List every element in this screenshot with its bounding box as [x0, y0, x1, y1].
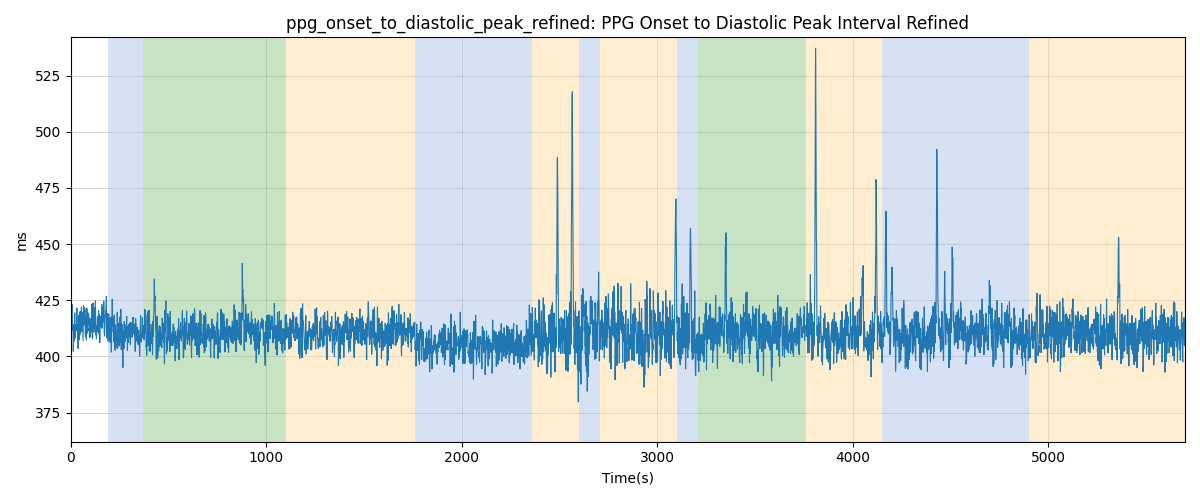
Bar: [143, 38, 286, 442]
Bar: [677, 38, 698, 442]
Bar: [805, 38, 882, 442]
Y-axis label: ms: ms: [16, 229, 29, 250]
Bar: [578, 38, 600, 442]
Bar: [532, 38, 578, 442]
Bar: [1028, 38, 1186, 442]
X-axis label: Time(s): Time(s): [601, 471, 654, 485]
Title: ppg_onset_to_diastolic_peak_refined: PPG Onset to Diastolic Peak Interval Refine: ppg_onset_to_diastolic_peak_refined: PPG…: [287, 15, 970, 34]
Bar: [108, 38, 143, 442]
Bar: [600, 38, 677, 442]
Bar: [415, 38, 532, 442]
Bar: [698, 38, 805, 442]
Bar: [882, 38, 1028, 442]
Bar: [286, 38, 415, 442]
